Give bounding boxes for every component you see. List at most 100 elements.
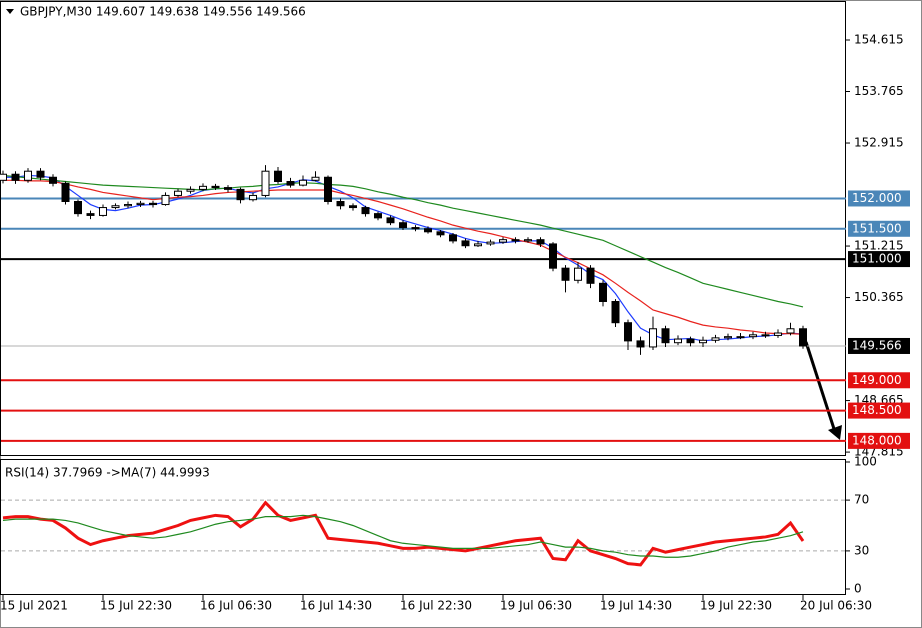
candle-body: [461, 240, 470, 247]
candle-body: [286, 181, 295, 186]
candle-body: [124, 204, 132, 207]
candle-body: [649, 328, 657, 348]
candle-body: [424, 228, 432, 233]
forecast-arrow: [804, 341, 837, 433]
x-tick-label: 15 Jul 22:30: [100, 599, 172, 613]
x-tick-label: 20 Jul 06:30: [800, 599, 872, 613]
candle-body: [661, 328, 670, 344]
candle-body: [249, 194, 257, 201]
indicator-line: [2, 500, 805, 567]
indicator-line: [2, 174, 804, 308]
level-label: 148.000: [852, 433, 902, 447]
candle-body: [699, 339, 707, 344]
candle-body: [761, 334, 770, 337]
candle-body: [449, 234, 457, 242]
menu-arrow[interactable]: [6, 9, 14, 14]
candle-body: [74, 201, 82, 215]
level-label-box: [848, 220, 910, 237]
candle-body: [186, 188, 195, 192]
candle-body: [311, 176, 320, 181]
level-label: 151.500: [852, 221, 902, 235]
candle-body: [161, 194, 170, 206]
candle-body: [749, 334, 757, 338]
candle-body: [36, 170, 45, 178]
candle-body: [686, 338, 695, 344]
y-tick-label: 154.615: [854, 32, 904, 46]
level-label-box: [848, 190, 910, 207]
y-tick-label: 153.765: [854, 84, 904, 98]
candle-body: [499, 239, 507, 243]
level-label-box: [848, 372, 910, 389]
candle-body: [261, 170, 270, 196]
candle-body: [436, 231, 445, 236]
forecast-arrow-head: [828, 425, 842, 440]
candle-body: [236, 188, 245, 201]
x-tick-label: 16 Jul 22:30: [400, 599, 472, 613]
x-tick-label: 16 Jul 14:30: [300, 599, 372, 613]
rsi-panel: [0, 459, 846, 595]
candle-body: [99, 207, 107, 216]
candle-body: [336, 201, 345, 207]
x-tick-label: 19 Jul 14:30: [600, 599, 672, 613]
candle-body: [724, 336, 732, 339]
candle-body: [524, 239, 532, 242]
candle-body: [599, 282, 607, 302]
candle-body: [486, 241, 495, 245]
candle-body: [299, 179, 307, 186]
y-tick-label: 0: [854, 582, 862, 596]
candle-body: [211, 185, 220, 189]
chart-title: GBPJPY,M30 149.607 149.638 149.556 149.5…: [20, 5, 306, 19]
indicator-line: [2, 514, 804, 558]
candle-body: [774, 332, 782, 336]
level-label: 149.000: [852, 373, 902, 387]
candle-body: [361, 207, 370, 215]
y-tick-label: 100: [854, 455, 877, 469]
level-label-box: [848, 251, 910, 268]
x-tick-label: 15 Jul 2021: [0, 599, 68, 613]
candle-body: [149, 202, 157, 206]
candle-body: [349, 205, 357, 209]
x-tick-label: 19 Jul 22:30: [700, 599, 772, 613]
level-label: 148.500: [852, 403, 902, 417]
indicator-line: [3, 174, 804, 342]
candle-body: [324, 176, 332, 203]
candle-body: [536, 239, 545, 245]
x-tick-label: 16 Jul 06:30: [200, 599, 272, 613]
candle-body: [86, 213, 95, 216]
candle-body: [611, 300, 620, 324]
candle-body: [49, 176, 57, 184]
candle-body: [136, 202, 145, 206]
candle-body: [586, 267, 595, 284]
candle-body: [711, 337, 720, 341]
indicator-line: [3, 179, 804, 335]
candle-body: [624, 322, 632, 342]
rsi-title: RSI(14) 37.7969 ->MA(7) 44.9993: [5, 466, 210, 480]
level-label: 151.000: [852, 252, 902, 266]
x-tick-label: 19 Jul 06:30: [500, 599, 572, 613]
y-tick-label: 30: [854, 543, 869, 557]
candle-body: [574, 267, 582, 281]
candle-body: [399, 222, 407, 229]
level-label-box: [848, 337, 910, 354]
candle-body: [0, 173, 7, 181]
candle-body: [799, 328, 807, 347]
candle-body: [199, 185, 207, 190]
candle-body: [374, 213, 382, 219]
candle-body: [674, 338, 682, 344]
candle-body: [736, 336, 745, 339]
candle-body: [636, 340, 645, 348]
candle-body: [561, 267, 570, 281]
level-label-box: [848, 432, 910, 449]
candle-body: [61, 182, 70, 203]
candle-body: [411, 227, 420, 230]
level-label-box: [848, 402, 910, 419]
y-tick-label: 151.215: [854, 239, 904, 253]
y-tick-label: 150.365: [854, 290, 904, 304]
candle-body: [111, 205, 120, 209]
candle-body: [224, 187, 232, 190]
candle-body: [386, 217, 395, 224]
candle-body: [549, 243, 557, 269]
candle-body: [274, 170, 282, 183]
